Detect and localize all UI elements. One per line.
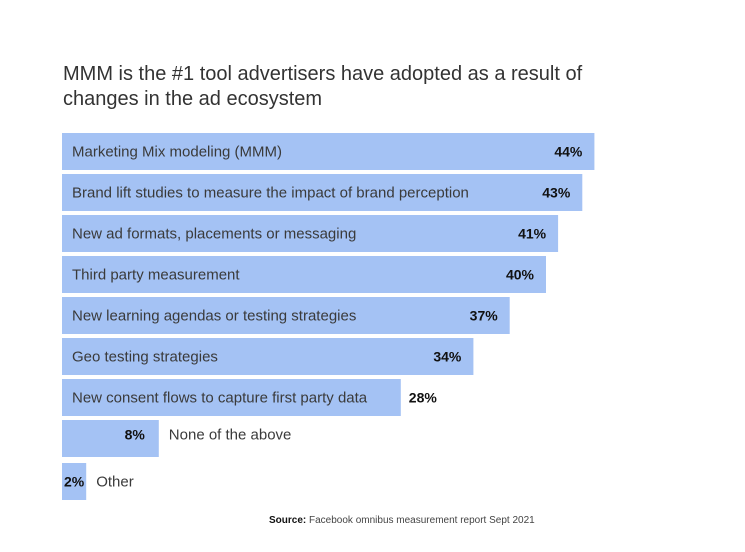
bar <box>62 379 401 416</box>
value-label: 8% <box>125 427 146 443</box>
category-label: Marketing Mix modeling (MMM) <box>72 144 282 161</box>
category-label: New consent flows to capture first party… <box>72 390 368 407</box>
bar <box>62 174 583 211</box>
value-label: 37% <box>470 308 499 324</box>
bar <box>62 338 474 375</box>
chart-title: MMM is the #1 tool advertisers have adop… <box>63 63 583 110</box>
value-label: 2% <box>64 474 85 490</box>
bar <box>62 215 559 252</box>
value-label: 28% <box>409 390 438 406</box>
bar <box>62 420 159 457</box>
category-label: Third party measurement <box>72 267 240 284</box>
source-text: Facebook omnibus measurement report Sept… <box>309 515 535 526</box>
category-label: Brand lift studies to measure the impact… <box>72 185 469 202</box>
value-label: 34% <box>433 349 462 365</box>
value-label: 41% <box>518 226 547 242</box>
value-label: 40% <box>506 267 535 283</box>
bar <box>62 256 546 293</box>
category-label: New ad formats, placements or messaging <box>72 226 356 243</box>
bar <box>62 133 595 170</box>
bar <box>62 463 87 500</box>
category-label: Other <box>96 474 134 491</box>
value-label: 44% <box>554 144 583 160</box>
value-label: 43% <box>542 185 571 201</box>
bar <box>62 297 510 334</box>
category-label: None of the above <box>169 427 292 444</box>
category-label: Geo testing strategies <box>72 349 218 366</box>
source-label: Source: <box>269 515 307 526</box>
category-label: New learning agendas or testing strategi… <box>72 308 356 325</box>
source-note: Source: Facebook omnibus measurement rep… <box>269 515 535 526</box>
